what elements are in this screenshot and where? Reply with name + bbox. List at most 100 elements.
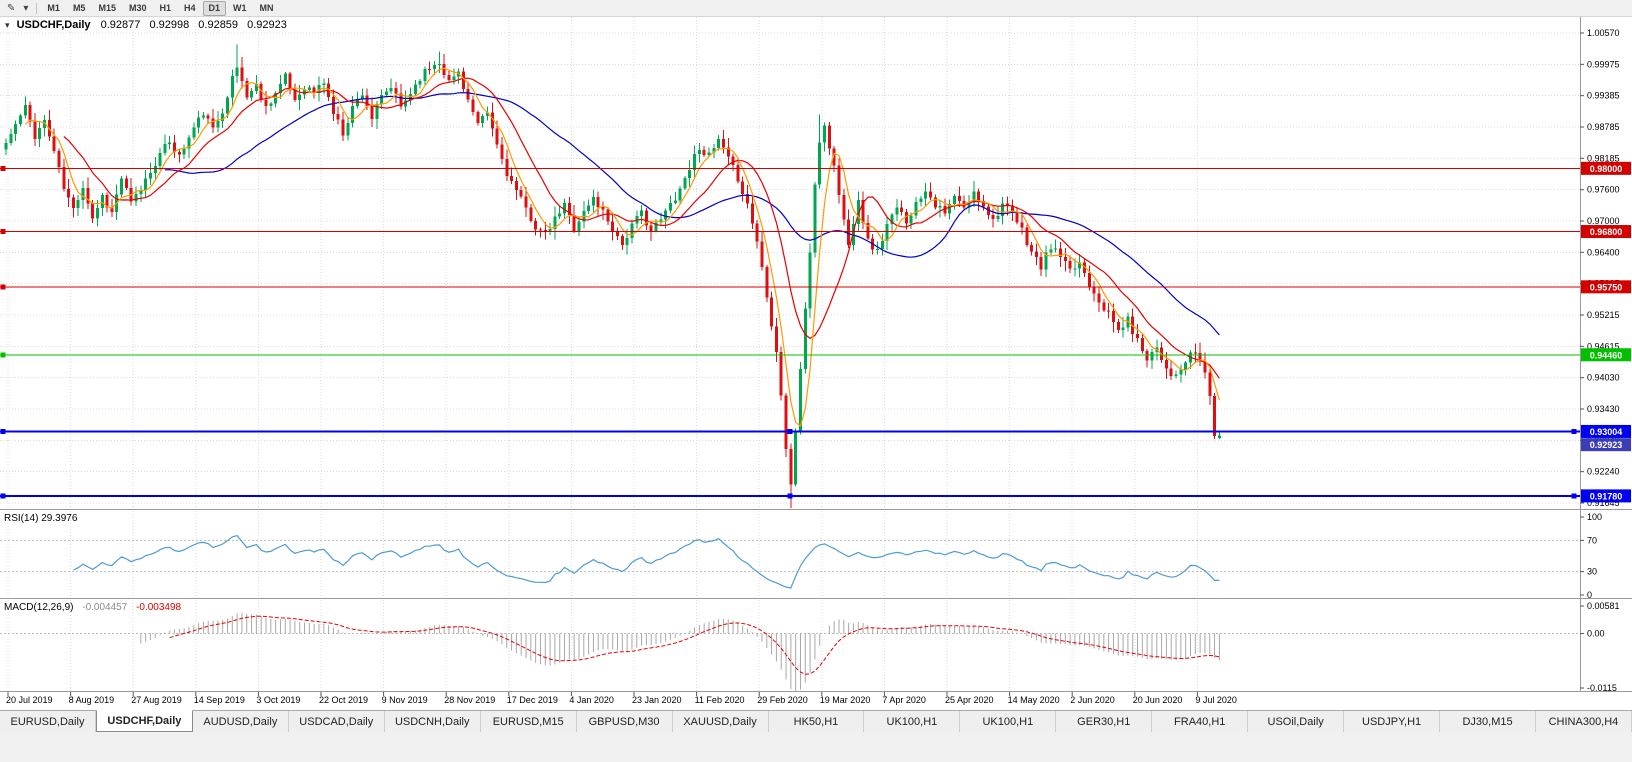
timeframe-buttons: M1 M5 M15 M30 H1 H4 D1 W1 MN xyxy=(41,0,279,16)
price-label-0.91780: 0.91780 xyxy=(1581,489,1631,503)
chart-tab[interactable]: USDJPY,H1 xyxy=(1344,711,1441,732)
svg-text:29 Feb 2020: 29 Feb 2020 xyxy=(757,695,808,705)
price-label-0.95750: 0.95750 xyxy=(1581,280,1631,294)
svg-text:0.94460: 0.94460 xyxy=(1590,350,1623,360)
chart-tab[interactable]: USOil,Daily xyxy=(1248,711,1345,732)
svg-text:0.93004: 0.93004 xyxy=(1590,427,1623,437)
chart-tab[interactable]: XAUUSD,Daily xyxy=(672,711,769,732)
rsi-header: RSI(14) 29.3976 xyxy=(4,513,77,524)
timeframe-button-w1[interactable]: W1 xyxy=(233,2,247,13)
svg-text:22 Oct 2019: 22 Oct 2019 xyxy=(319,695,368,705)
chart-tab[interactable]: USDCHF,Daily xyxy=(95,710,193,732)
rsi-layer xyxy=(0,534,1580,589)
svg-text:0.94030: 0.94030 xyxy=(1587,373,1620,383)
price-label-0.93004: 0.93004 xyxy=(1581,424,1631,438)
svg-text:19 Mar 2020: 19 Mar 2020 xyxy=(820,695,871,705)
svg-text:0.00: 0.00 xyxy=(1587,629,1605,639)
timeframe-button-m30[interactable]: M30 xyxy=(128,2,147,13)
chart-tab[interactable]: USDCAD,Daily xyxy=(288,711,385,732)
chart-tab[interactable]: AUDUSD,Daily xyxy=(192,711,289,732)
timeframe-button-mn[interactable]: MN xyxy=(259,2,274,13)
date-axis[interactable]: 20 Jul 2019 8 Aug 2019 27 Aug 2019 14 Sep 2… xyxy=(6,692,1237,705)
chart-tab[interactable]: UK100,H1 xyxy=(864,711,961,732)
close-value: 0.92923 xyxy=(247,19,287,31)
svg-text:14 May 2020: 14 May 2020 xyxy=(1008,695,1060,705)
rsi-axis[interactable]: 100 70 30 0 xyxy=(1580,512,1602,600)
toolbar-separator xyxy=(36,2,38,14)
svg-text:0.91780: 0.91780 xyxy=(1590,491,1623,501)
timeframe-button-m15[interactable]: M15 xyxy=(98,2,116,13)
svg-text:7 Apr 2020: 7 Apr 2020 xyxy=(882,695,926,705)
macd-axis[interactable]: 0.00581 0.00 -0.0115 xyxy=(1580,601,1620,693)
svg-text:28 Nov 2019: 28 Nov 2019 xyxy=(444,695,495,705)
svg-text:0.99975: 0.99975 xyxy=(1587,59,1620,69)
panel-frame[interactable] xyxy=(0,17,1632,692)
svg-text:0.95215: 0.95215 xyxy=(1587,310,1620,320)
svg-text:25 Apr 2020: 25 Apr 2020 xyxy=(945,695,994,705)
svg-text:20 Jul 2019: 20 Jul 2019 xyxy=(6,695,53,705)
chart-tab[interactable]: UK100,H1 xyxy=(960,711,1057,732)
candles-layer xyxy=(4,44,1221,508)
macd-label: MACD(12,26,9) xyxy=(4,602,74,613)
draw-cursor-icon[interactable]: ✎ xyxy=(7,2,16,14)
svg-text:0.93430: 0.93430 xyxy=(1587,404,1620,414)
timeframe-button-m5[interactable]: M5 xyxy=(72,2,86,13)
svg-text:14 Sep 2019: 14 Sep 2019 xyxy=(194,695,245,705)
svg-text:2 Jun 2020: 2 Jun 2020 xyxy=(1070,695,1115,705)
svg-text:0.92923: 0.92923 xyxy=(1590,440,1623,450)
svg-text:1.00570: 1.00570 xyxy=(1587,28,1620,38)
grid-layer xyxy=(0,17,1580,692)
svg-text:0.97600: 0.97600 xyxy=(1587,185,1620,195)
low-value: 0.92859 xyxy=(198,19,239,31)
svg-text:27 Aug 2019: 27 Aug 2019 xyxy=(131,695,182,705)
rsi-label: RSI(14) 29.3976 xyxy=(4,513,78,524)
svg-text:0.95750: 0.95750 xyxy=(1590,282,1623,292)
symbol-dropdown-icon[interactable]: ▾ xyxy=(5,20,10,30)
chart-tab[interactable]: HK50,H1 xyxy=(768,711,865,732)
chart-type-caret-icon[interactable]: ▾ xyxy=(23,2,29,14)
svg-text:-0.0115: -0.0115 xyxy=(1587,683,1617,693)
svg-text:8 Aug 2019: 8 Aug 2019 xyxy=(69,695,115,705)
chart-title: ▾ USDCHF,Daily 0.92877 0.92998 0.92859 0… xyxy=(5,19,293,31)
svg-text:0.99385: 0.99385 xyxy=(1587,91,1620,101)
bottom-strip xyxy=(0,732,1632,762)
chart-tab[interactable]: CHINA300,H4 xyxy=(1536,711,1632,732)
chart-tabs-bar: EURUSD,Daily USDCHF,Daily AUDUSD,Daily USDC… xyxy=(0,710,1632,732)
axis-label-boxes: 0.98000 0.96800 0.95750 0.94460 0.93004 0.917… xyxy=(1581,161,1631,503)
chart-tab[interactable]: GER30,H1 xyxy=(1056,711,1153,732)
svg-text:0.98785: 0.98785 xyxy=(1587,122,1620,132)
timeframe-button-h4[interactable]: H4 xyxy=(184,2,196,13)
hlines-layer[interactable] xyxy=(0,165,1580,499)
chart-svg: 1.00570 0.99975 0.99385 0.98785 0.98185 0.976… xyxy=(0,17,1632,705)
macd-main-value: -0.004457 xyxy=(82,602,128,613)
svg-text:0.96400: 0.96400 xyxy=(1587,247,1620,257)
svg-text:0.97000: 0.97000 xyxy=(1587,216,1620,226)
svg-text:17 Dec 2019: 17 Dec 2019 xyxy=(507,695,558,705)
current-price-label: 0.92923 xyxy=(1581,438,1631,452)
svg-text:30: 30 xyxy=(1587,567,1597,577)
macd-header: MACD(12,26,9) -0.004457 -0.003498 xyxy=(4,602,181,613)
timeframe-button-d1[interactable]: D1 xyxy=(202,0,227,16)
chart-tab[interactable]: FRA40,H1 xyxy=(1152,711,1249,732)
svg-text:0.94615: 0.94615 xyxy=(1587,341,1620,351)
moving-averages-layer xyxy=(24,67,1220,427)
chart-tab[interactable]: DJ30,M15 xyxy=(1440,711,1536,732)
svg-text:0.00581: 0.00581 xyxy=(1587,601,1620,611)
svg-text:0.98000: 0.98000 xyxy=(1590,164,1623,174)
svg-text:20 Jun 2020: 20 Jun 2020 xyxy=(1133,695,1183,705)
timeframe-button-h1[interactable]: H1 xyxy=(159,2,171,13)
high-value: 0.92998 xyxy=(149,19,190,31)
svg-text:11 Feb 2020: 11 Feb 2020 xyxy=(695,695,745,705)
svg-text:0.91645: 0.91645 xyxy=(1587,498,1620,508)
chart-tab[interactable]: USDCNH,Daily xyxy=(384,711,481,732)
chart-tab[interactable]: EURUSD,Daily xyxy=(0,711,96,732)
svg-text:3 Oct 2019: 3 Oct 2019 xyxy=(256,695,300,705)
timeframe-button-m1[interactable]: M1 xyxy=(47,2,60,13)
price-label-0.94460: 0.94460 xyxy=(1581,348,1631,362)
svg-text:23 Jan 2020: 23 Jan 2020 xyxy=(632,695,682,705)
chart-tab[interactable]: GBPUSD,M30 xyxy=(576,711,673,732)
chart-tab[interactable]: EURUSD,M15 xyxy=(480,711,577,732)
price-label-0.96800: 0.96800 xyxy=(1581,225,1631,239)
open-value: 0.92877 xyxy=(100,19,141,31)
svg-text:9 Jul 2020: 9 Jul 2020 xyxy=(1195,695,1237,705)
